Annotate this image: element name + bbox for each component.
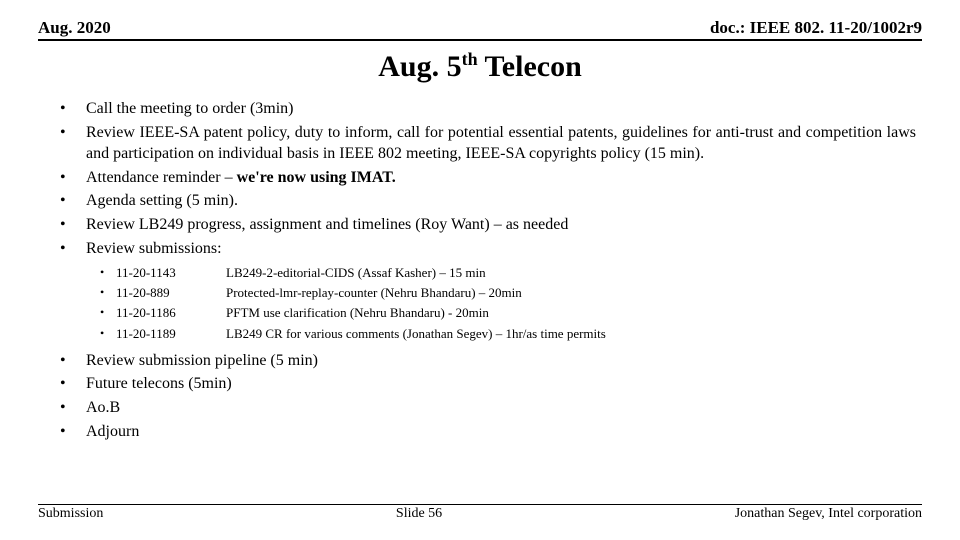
header-doc-id: doc.: IEEE 802. 11-20/1002r9	[710, 18, 922, 38]
submission-id: 11-20-1143	[116, 263, 226, 283]
submission-desc: PFTM use clarification (Nehru Bhandaru) …	[226, 303, 916, 323]
submission-id: 11-20-1189	[116, 324, 226, 344]
footer-left: Submission	[38, 506, 103, 522]
header-date: Aug. 2020	[38, 18, 111, 38]
list-item-bold: we're now using IMAT.	[237, 169, 396, 186]
list-item: Call the meeting to order (3min)	[86, 98, 922, 120]
list-item-text: Review submission pipeline (5 min)	[86, 352, 318, 369]
list-item: Review IEEE-SA patent policy, duty to in…	[86, 122, 922, 165]
list-item: Review submissions: 11-20-1143LB249-2-ed…	[86, 238, 922, 344]
footer-author: Jonathan Segev, Intel corporation	[735, 506, 922, 522]
list-item: 11-20-1189LB249 CR for various comments …	[116, 324, 916, 344]
list-item-text: Ao.B	[86, 399, 120, 416]
title-prefix: Aug. 5	[378, 50, 461, 83]
footer-slide-number: Slide 56	[396, 506, 442, 522]
list-item: 11-20-889Protected-lmr-replay-counter (N…	[116, 283, 916, 303]
list-item-text: Future telecons (5min)	[86, 375, 232, 392]
list-item-text: Agenda setting (5 min).	[86, 192, 238, 209]
list-item-text: Review IEEE-SA patent policy, duty to in…	[86, 124, 916, 163]
submission-desc: LB249 CR for various comments (Jonathan …	[226, 324, 916, 344]
title-suffix: Telecon	[478, 50, 582, 83]
submission-id: 11-20-1186	[116, 303, 226, 323]
list-item: 11-20-1143LB249-2-editorial-CIDS (Assaf …	[116, 263, 916, 283]
list-item: Agenda setting (5 min).	[86, 190, 922, 212]
list-item: Adjourn	[86, 421, 922, 443]
list-item: Ao.B	[86, 397, 922, 419]
list-item: Review LB249 progress, assignment and ti…	[86, 214, 922, 236]
list-item-text: Review submissions:	[86, 240, 222, 257]
submission-list: 11-20-1143LB249-2-editorial-CIDS (Assaf …	[86, 263, 916, 344]
list-item: Future telecons (5min)	[86, 373, 922, 395]
footer-bar: Submission Slide 56 Jonathan Segev, Inte…	[38, 504, 922, 522]
list-item-text: Adjourn	[86, 423, 139, 440]
submission-desc: Protected-lmr-replay-counter (Nehru Bhan…	[226, 283, 916, 303]
slide-page: Aug. 2020 doc.: IEEE 802. 11-20/1002r9 A…	[0, 0, 960, 540]
list-item-text: Review LB249 progress, assignment and ti…	[86, 216, 568, 233]
submission-desc: LB249-2-editorial-CIDS (Assaf Kasher) – …	[226, 263, 916, 283]
header-bar: Aug. 2020 doc.: IEEE 802. 11-20/1002r9	[38, 18, 922, 41]
list-item: Attendance reminder – we're now using IM…	[86, 167, 922, 189]
submission-id: 11-20-889	[116, 283, 226, 303]
list-item-text: Call the meeting to order (3min)	[86, 100, 294, 117]
list-item: 11-20-1186PFTM use clarification (Nehru …	[116, 303, 916, 323]
agenda-list: Call the meeting to order (3min) Review …	[38, 98, 922, 442]
title-superscript: th	[462, 49, 478, 69]
slide-title: Aug. 5th Telecon	[38, 49, 922, 84]
list-item-text: Attendance reminder –	[86, 169, 237, 186]
list-item: Review submission pipeline (5 min)	[86, 350, 922, 372]
